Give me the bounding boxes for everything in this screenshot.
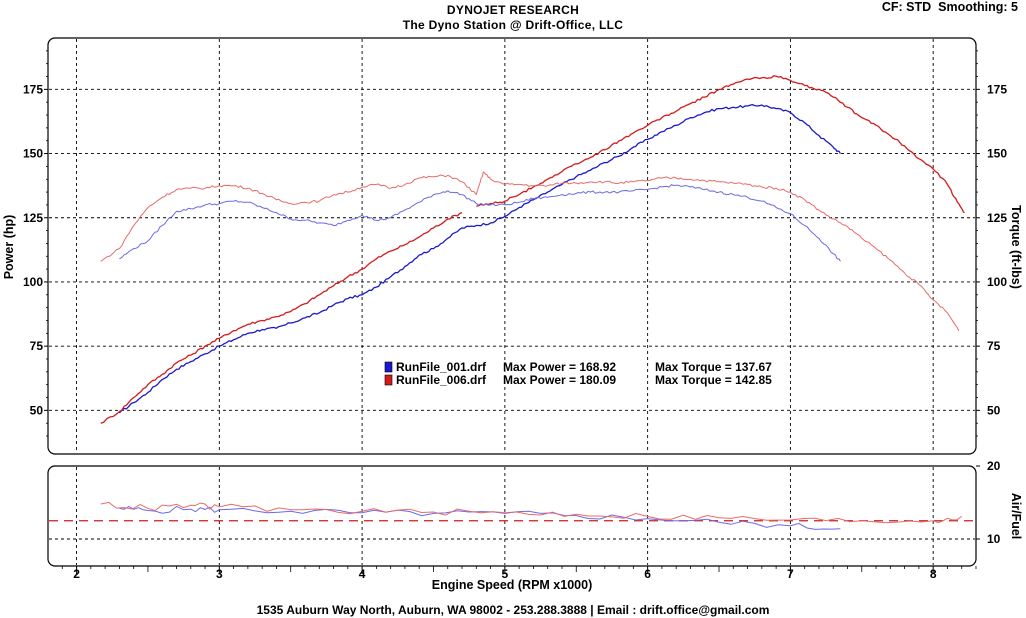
y-tick-label-power-175: 175 [23,82,43,96]
x-tick-label-2: 2 [73,567,80,581]
y-tick-label-power-150: 150 [23,147,43,161]
x-tick-label-3: 3 [216,567,223,581]
x-tick-label-5: 5 [502,567,509,581]
smoothing-label: Smoothing: 5 [938,0,1018,14]
run1-power-curve [118,103,841,414]
y-axis-title-afr: Air/Fuel [1009,493,1023,540]
chart-title: DYNOJET RESEARCH [446,3,580,17]
y-tick-label-torque-125: 125 [987,211,1007,225]
run1-afr-curve [119,505,841,530]
chart-subtitle: The Dyno Station @ Drift-Office, LLC [402,18,624,32]
run1-torque-curve [119,184,841,262]
y-axis-title-torque: Torque (ft-lbs) [1009,205,1023,289]
run2-power-curve-segment-2 [476,75,965,214]
axis-ticks: 2 3 4 5 6 7 8 50 50 75 75 100 100 125 125 150 150 175 175 1… [23,50,1007,581]
run2-torque-curve [100,171,960,331]
y-tick-label-torque-100: 100 [987,275,1007,289]
y-tick-label-torque-150: 150 [987,147,1007,161]
y-tick-label-power-100: 100 [23,275,43,289]
correction-info: CF: STD Smoothing: 5 [882,0,1018,14]
x-tick-label-4: 4 [359,567,366,581]
x-tick-label-8: 8 [930,567,937,581]
power-torque-plot-frame [47,37,977,455]
y-tick-label-torque-50: 50 [987,403,1001,417]
power-torque-curves [100,75,965,424]
y-tick-label-power-75: 75 [30,339,44,353]
run2-afr-curve [100,501,962,524]
y-tick-label-torque-175: 175 [987,82,1007,96]
legend-file-run1: RunFile_001.drf [396,360,487,374]
x-tick-label-7: 7 [787,567,794,581]
afr-plot-frame [47,465,977,567]
legend-max-torque-run1: Max Torque = 137.67 [655,360,772,374]
cf-label: CF: STD [881,0,932,14]
legend-swatch-run1 [384,361,393,373]
legend-max-power-run1: Max Power = 168.92 [503,360,616,374]
legend-max-torque-run2: Max Torque = 142.85 [655,373,772,387]
y-tick-label-power-50: 50 [30,403,44,417]
legend-swatch-run2 [384,374,393,386]
afr-curves [49,501,975,530]
main-grid [49,39,975,453]
legend-max-power-run2: Max Power = 180.09 [503,373,616,387]
x-axis-title: Engine Speed (RPM x1000) [432,578,592,592]
afr-y-tick-label-10: 10 [987,532,1001,546]
x-tick-label-6: 6 [644,567,651,581]
legend: RunFile_001.drf Max Power = 168.92 Max T… [384,360,772,387]
legend-file-run2: RunFile_006.drf [396,373,487,387]
afr-y-tick-label-20: 20 [987,459,1001,473]
footer-contact: 1535 Auburn Way North, Auburn, WA 98002 … [256,603,770,617]
run2-power-curve [100,211,463,424]
y-tick-label-torque-75: 75 [987,339,1001,353]
y-axis-title-power: Power (hp) [2,215,16,280]
y-tick-label-power-125: 125 [23,211,43,225]
